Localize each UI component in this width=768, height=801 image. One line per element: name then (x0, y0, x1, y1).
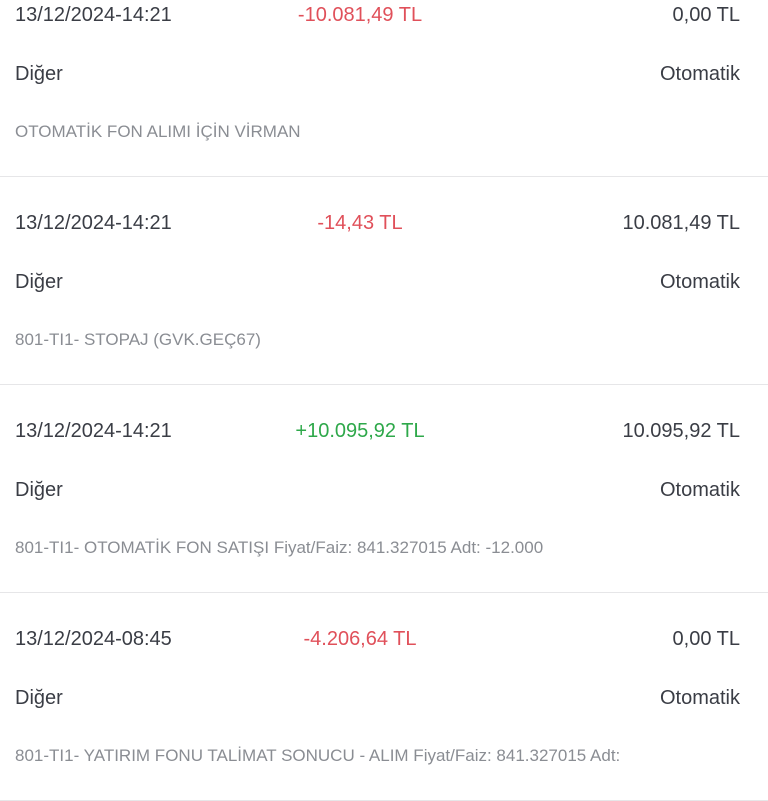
transaction-date: 13/12/2024-14:21 (15, 420, 172, 442)
transaction-date: 13/12/2024-14:21 (15, 4, 172, 26)
transaction-balance: 10.081,49 TL (622, 212, 740, 234)
transaction-type: Otomatik (659, 271, 740, 293)
transaction-category: Diğer (15, 687, 63, 709)
transaction-date: 13/12/2024-14:21 (15, 212, 172, 234)
transaction-date: 13/12/2024-08:45 (15, 628, 172, 650)
transaction-description: 801-TI1- OTOMATİK FON SATIŞI Fiyat/Faiz:… (15, 538, 544, 557)
transaction-type: Otomatik (659, 479, 740, 501)
transaction-balance: 0,00 TL (672, 4, 740, 26)
transaction-row[interactable]: 13/12/2024-14:21 -10.081,49 TL 0,00 TL D… (0, 0, 768, 177)
transaction-description: OTOMATİK FON ALIMI İÇİN VİRMAN (15, 122, 301, 141)
transaction-amount: -10.081,49 TL (297, 4, 423, 26)
transaction-amount: -4.206,64 TL (303, 628, 417, 650)
transaction-row[interactable]: 13/12/2024-08:45 -4.206,64 TL 0,00 TL Di… (0, 593, 768, 801)
transaction-description: 801-TI1- STOPAJ (GVK.GEÇ67) (15, 330, 261, 349)
transaction-amount: +10.095,92 TL (295, 420, 425, 442)
transaction-row[interactable]: 13/12/2024-14:21 +10.095,92 TL 10.095,92… (0, 385, 768, 593)
transaction-category: Diğer (15, 271, 63, 293)
transaction-balance: 0,00 TL (672, 628, 740, 650)
transaction-balance: 10.095,92 TL (622, 420, 740, 442)
transaction-type: Otomatik (659, 687, 740, 709)
transaction-category: Diğer (15, 63, 63, 85)
transaction-description: 801-TI1- YATIRIM FONU TALİMAT SONUCU - A… (15, 746, 621, 765)
transaction-amount: -14,43 TL (317, 212, 403, 234)
transaction-type: Otomatik (659, 63, 740, 85)
transaction-category: Diğer (15, 479, 63, 501)
transaction-row[interactable]: 13/12/2024-14:21 -14,43 TL 10.081,49 TL … (0, 177, 768, 385)
